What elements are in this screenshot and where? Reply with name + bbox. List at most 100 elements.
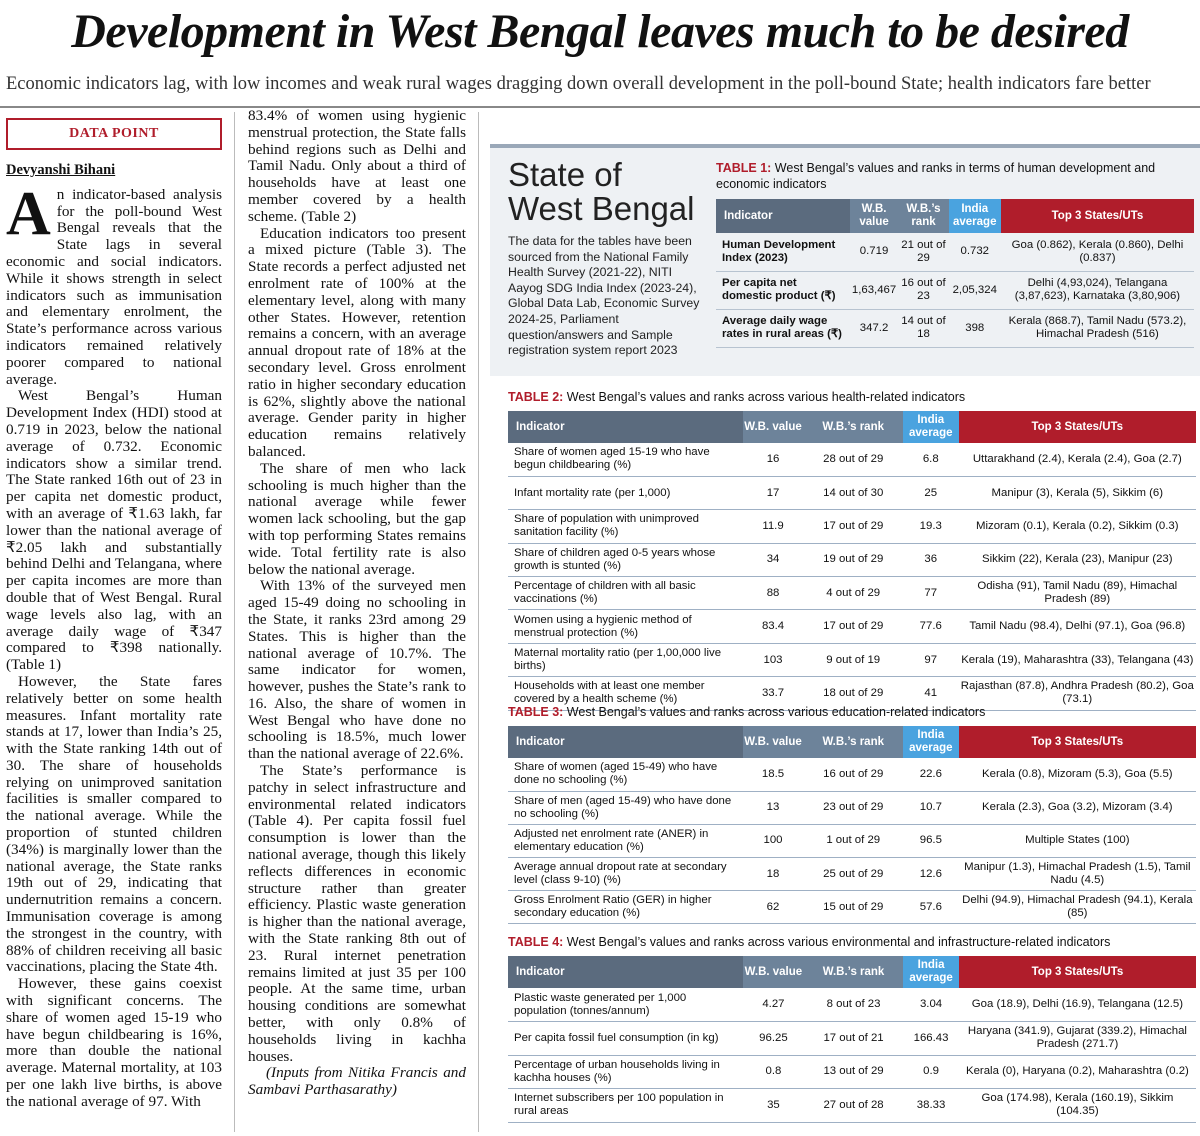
india-average-cell: 19.3 (902, 509, 959, 544)
indicator-cell: Maternal mortality ratio (per 1,00,000 l… (508, 643, 743, 678)
column-header: Top 3 States/UTs (958, 411, 1196, 443)
table4-caption: TABLE 4: West Bengal’s values and ranks … (508, 935, 1111, 949)
table-row: Internet subscribers per 100 population … (508, 1088, 1196, 1123)
table-header-row: Indicator W.B. value W.B.’s rank India aver… (716, 199, 1194, 233)
india-average-cell: 0.732 (948, 233, 1001, 272)
top-states-cell: Multiple States (100) (958, 824, 1196, 859)
wb-value-cell: 13 (742, 791, 804, 825)
table3-caption: TABLE 3: West Bengal’s values and ranks … (508, 705, 986, 719)
table-row: Percentage of urban households living in… (508, 1055, 1196, 1089)
india-average-cell: 38.33 (903, 1088, 959, 1123)
india-average-cell: 77 (902, 576, 959, 611)
top-states-cell: Delhi (94.9), Himachal Pradesh (94.1), K… (958, 890, 1196, 925)
table-row: Share of men (aged 15-49) who have done … (508, 791, 1196, 825)
indicator-cell: Share of children aged 0-5 years whose g… (508, 543, 743, 578)
table-row: Per capita fossil fuel consumption (in k… (508, 1021, 1196, 1056)
indicator-cell: Plastic waste generated per 1,000 popula… (508, 988, 743, 1022)
indicator-cell: Infant mortality rate (per 1,000) (508, 476, 743, 511)
column-header: W.B. value (742, 411, 804, 443)
indicator-cell: Women using a hygienic method of menstru… (508, 609, 743, 644)
wb-rank-cell: 1 out of 29 (803, 824, 904, 859)
wb-value-cell: 0.719 (849, 233, 899, 272)
wb-value-cell: 4.27 (743, 988, 804, 1022)
indicator-cell: Per capita net domestic product (₹) (716, 271, 850, 310)
indicator-cell: Percentage of urban households living in… (508, 1055, 743, 1089)
wb-value-cell: 33.7 (742, 676, 804, 711)
table-row: Share of children aged 0-5 years whose g… (508, 543, 1196, 578)
wb-value-cell: 96.25 (743, 1021, 804, 1056)
top-states-cell: Goa (18.9), Delhi (16.9), Telangana (12.… (958, 988, 1196, 1022)
top-states-cell: Mizoram (0.1), Kerala (0.2), Sikkim (0.3… (958, 509, 1196, 544)
table-header-row: Indicator W.B. value W.B.’s rank India aver… (508, 956, 1196, 988)
india-average-cell: 36 (902, 543, 959, 578)
subheadline: Economic indicators lag, with low income… (6, 74, 1151, 94)
wb-value-cell: 35 (743, 1088, 804, 1123)
column-header: W.B.’s rank (803, 956, 904, 988)
indicator-cell: Average daily wage rates in rural areas … (716, 309, 850, 348)
indicator-cell: Share of women aged 15-19 who have begun… (508, 443, 743, 477)
column-header: Top 3 States/UTs (958, 956, 1196, 988)
wb-rank-cell: 8 out of 23 (803, 988, 904, 1022)
table3: Indicator W.B. value W.B.’s rank India aver… (508, 726, 1196, 925)
table-row: Human Development Index (2023) 0.719 21 ou… (716, 233, 1194, 272)
table-header-row: Indicator W.B. value W.B.’s rank India aver… (508, 726, 1196, 758)
column-header: India average (902, 411, 959, 443)
wb-rank-cell: 28 out of 29 (803, 443, 903, 477)
india-average-cell: 22.6 (903, 758, 959, 792)
article-paragraph: However, the State fares relatively bett… (6, 672, 222, 976)
india-average-cell: 6.8 (902, 443, 959, 477)
indicator-cell: Share of population with unimproved sani… (508, 509, 743, 544)
table-row: Gross Enrolment Ratio (GER) in higher se… (508, 890, 1196, 925)
wb-value-cell: 347.2 (849, 309, 899, 348)
wb-rank-cell: 17 out of 21 (803, 1021, 904, 1056)
table2-caption: TABLE 2: West Bengal’s values and ranks … (508, 390, 966, 404)
india-average-cell: 0.9 (903, 1055, 959, 1089)
panel-top-rule (490, 144, 1200, 148)
header-rule (0, 106, 1200, 108)
india-average-cell: 12.6 (903, 857, 959, 892)
indicator-cell: Internet subscribers per 100 population … (508, 1088, 743, 1123)
data-point-label: DATA POINT (6, 118, 222, 150)
article-paragraph: The share of men who lack schooling is m… (248, 459, 466, 578)
column-divider (234, 112, 235, 1132)
wb-value-cell: 1,63,467 (849, 271, 899, 310)
indicator-cell: Households with at least one member cove… (508, 676, 743, 711)
table1: Indicator W.B. value W.B.’s rank India aver… (716, 199, 1194, 348)
top-states-cell: Haryana (341.9), Gujarat (339.2), Himach… (958, 1021, 1196, 1056)
article-paragraph: Education indicators too present a mixed… (248, 224, 466, 460)
wb-value-cell: 83.4 (742, 609, 804, 644)
wb-rank-cell: 27 out of 28 (803, 1088, 904, 1123)
table1-caption: TABLE 1: West Bengal’s values and ranks … (716, 161, 1156, 191)
table-row: Adjusted net enrolment rate (ANER) in el… (508, 824, 1196, 859)
wb-value-cell: 16 (742, 443, 804, 477)
column-header: W.B. value (743, 956, 804, 988)
india-average-cell: 41 (902, 676, 959, 711)
source-note: The data for the tables have been source… (508, 234, 700, 358)
table-row: Share of women (aged 15-49) who have don… (508, 758, 1196, 792)
table-row: Plastic waste generated per 1,000 popula… (508, 988, 1196, 1022)
column-header: Top 3 States/UTs (1000, 199, 1194, 233)
table2: Indicator W.B. value W.B.’s rank India aver… (508, 411, 1196, 711)
column-header: W.B.’s rank (803, 411, 903, 443)
article-paragraph: West Bengal’s Human Development Index (H… (6, 387, 222, 674)
top-states-cell: Kerala (0), Haryana (0.2), Maharashtra (… (958, 1055, 1196, 1089)
table-row: Average annual dropout rate at secondary… (508, 857, 1196, 892)
wb-rank-cell: 14 out of 30 (803, 476, 903, 511)
article-credit: (Inputs from Nitika Francis and Sambavi … (248, 1064, 466, 1099)
wb-rank-cell: 16 out of 29 (803, 758, 904, 792)
wb-value-cell: 103 (742, 643, 804, 678)
india-average-cell: 2,05,324 (948, 271, 1001, 310)
indicator-cell: Share of men (aged 15-49) who have done … (508, 791, 743, 825)
headline: Development in West Bengal leaves much t… (71, 5, 1129, 58)
column-header: Top 3 States/UTs (958, 726, 1196, 758)
wb-value-cell: 11.9 (742, 509, 804, 544)
wb-rank-cell: 14 out of 18 (898, 309, 949, 348)
india-average-cell: 57.6 (903, 890, 959, 925)
top-states-cell: Manipur (1.3), Himachal Pradesh (1.5), T… (958, 857, 1196, 892)
indicator-cell: Average annual dropout rate at secondary… (508, 857, 743, 892)
table-row: Women using a hygienic method of menstru… (508, 609, 1196, 644)
wb-rank-cell: 17 out of 29 (803, 509, 903, 544)
table-row: Percentage of children with all basic va… (508, 576, 1196, 611)
table-row: Infant mortality rate (per 1,000) 17 14 ou… (508, 476, 1196, 511)
